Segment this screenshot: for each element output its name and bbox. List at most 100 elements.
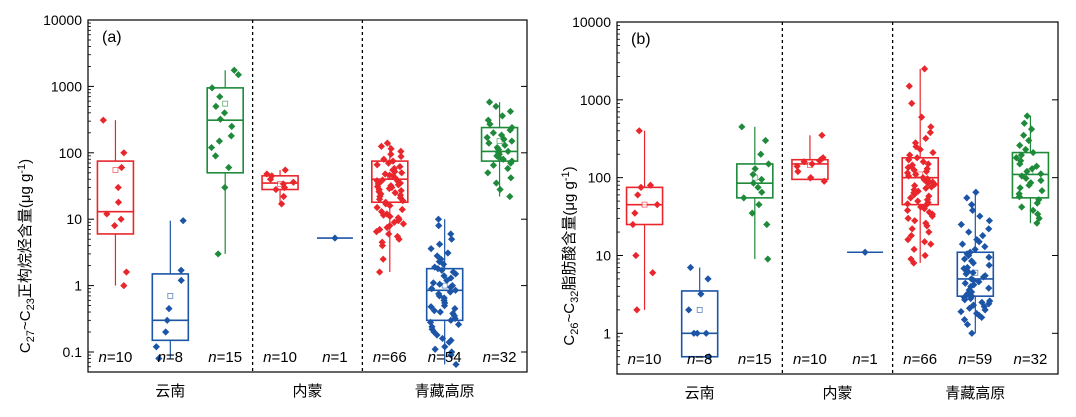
data-point: [969, 206, 977, 214]
y-axis-label: C27~C23正构烷烃含量(μg g-1): [16, 159, 37, 353]
group-label: 云南: [685, 385, 715, 402]
data-point: [220, 109, 229, 117]
data-point: [929, 148, 937, 157]
y-axis-label-part: 32: [569, 291, 581, 303]
box-series: [261, 166, 299, 208]
n-label-italic: n: [958, 351, 966, 368]
data-point: [1025, 181, 1033, 189]
data-point: [757, 175, 766, 183]
data-point: [693, 329, 701, 337]
data-point: [629, 220, 637, 229]
box-mean: [641, 201, 648, 208]
data-point: [277, 200, 286, 208]
y-tick-label: 1000: [51, 78, 82, 94]
data-point: [386, 202, 394, 210]
data-point: [378, 238, 386, 246]
data-point: [430, 328, 438, 336]
n-label: n=54: [428, 349, 462, 366]
data-point: [438, 266, 446, 274]
y-tick-label: 10000: [43, 12, 82, 28]
n-label-value: =10: [636, 351, 661, 368]
box-mean: [167, 292, 174, 299]
n-label-value: =66: [381, 349, 406, 366]
n-label-italic: n: [158, 349, 166, 366]
data-point: [383, 139, 391, 147]
data-point: [646, 181, 655, 189]
data-point: [117, 163, 126, 172]
n-label-italic: n: [903, 351, 911, 368]
data-point: [905, 156, 913, 164]
box-series: [956, 188, 995, 337]
data-point: [492, 102, 500, 110]
data-point: [227, 132, 235, 140]
n-label-italic: n: [322, 349, 330, 366]
data-point: [379, 211, 388, 219]
plot-frame: [616, 21, 1059, 375]
data-point: [975, 238, 983, 246]
data-point: [800, 158, 808, 166]
data-point: [958, 240, 967, 248]
box-mean: [496, 138, 503, 145]
data-point: [441, 343, 449, 351]
data-point: [924, 198, 932, 207]
data-point: [975, 278, 983, 286]
data-point: [904, 214, 912, 222]
n-label: n=10: [793, 351, 827, 368]
data-point: [1033, 219, 1041, 227]
y-axis-label-part: 正构烷烃含量(μg g: [17, 174, 34, 299]
data-point: [506, 107, 515, 116]
data-point: [385, 184, 393, 193]
data-point: [1028, 165, 1036, 173]
data-point: [379, 255, 387, 263]
data-point: [704, 275, 712, 283]
data-point: [452, 360, 460, 369]
data-point: [451, 286, 460, 294]
data-point: [440, 272, 448, 280]
n-label-italic: n: [1014, 351, 1022, 368]
data-point: [212, 102, 220, 110]
data-point: [498, 112, 506, 120]
data-point: [968, 257, 976, 265]
n-label: n=66: [903, 351, 937, 368]
n-label: n=32: [1014, 351, 1048, 368]
data-point: [228, 122, 236, 130]
data-point: [383, 223, 391, 232]
data-point: [904, 235, 912, 244]
data-point: [378, 242, 387, 250]
data-point: [927, 123, 935, 131]
data-point: [960, 264, 968, 273]
y-tick-label: 10: [66, 211, 82, 227]
data-point: [986, 297, 994, 305]
data-point: [925, 228, 933, 236]
chart-panel-1: 0.1 1 10 100 1000 10000 C27~C23正构烷烃含量(μg g-1) (…: [16, 12, 528, 400]
data-point: [957, 220, 965, 229]
data-point: [114, 183, 122, 192]
data-point: [904, 172, 913, 180]
data-point: [924, 160, 932, 168]
data-point: [439, 260, 448, 268]
data-point: [103, 210, 111, 218]
n-label-italic: n: [687, 351, 695, 368]
data-point: [981, 243, 989, 251]
data-point: [452, 270, 460, 278]
data-point: [377, 142, 386, 150]
y-axis-label-part: 脂肪酸含量(μg g: [561, 181, 578, 291]
data-point: [428, 285, 436, 293]
data-point: [431, 345, 439, 353]
data-point: [430, 307, 438, 315]
data-point: [495, 153, 503, 162]
data-point: [653, 201, 661, 209]
n-label: n=10: [263, 349, 297, 366]
data-point: [927, 240, 935, 248]
box-iqr: [680, 290, 719, 358]
n-label: n=15: [738, 351, 772, 368]
data-point: [926, 128, 934, 137]
data-point: [484, 169, 492, 177]
data-point: [507, 159, 515, 167]
y-tick-label: 10000: [572, 14, 611, 30]
box-series: [736, 123, 774, 263]
data-point: [965, 286, 973, 294]
data-point: [978, 313, 986, 322]
data-point: [908, 225, 916, 233]
box-iqr: [206, 87, 244, 174]
